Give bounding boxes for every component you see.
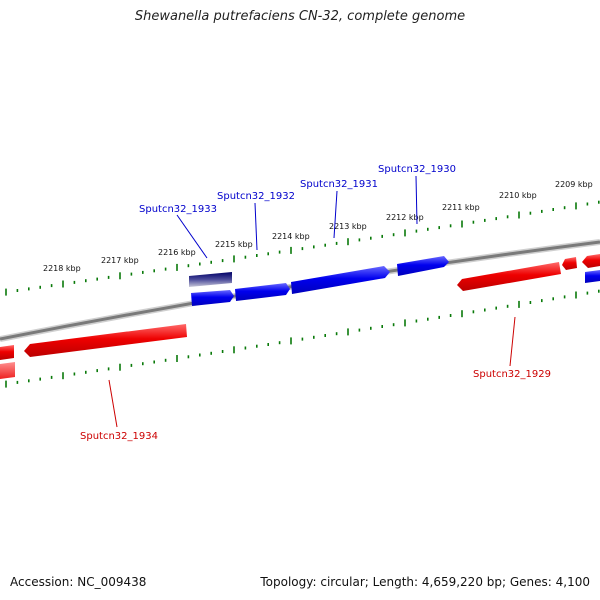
callout-line-1931 [333,190,338,239]
scale-label: 2217 kbp [101,256,139,265]
scale-label: 2210 kbp [499,191,537,200]
scale-label: 2216 kbp [158,248,196,257]
gene-arrow-sputcn32-1934[interactable] [24,324,187,357]
callout-line-1929 [509,316,516,367]
gene-labels: Sputcn32_1933 Sputcn32_1932 Sputcn32_193… [80,164,551,442]
scale-ticks-upper [5,200,600,296]
callout-line-1934 [108,379,118,428]
scale-labels: 2218 kbp 2217 kbp 2216 kbp 2215 kbp 2214… [43,180,593,273]
scale-label: 2214 kbp [272,232,310,241]
gene-label-forward[interactable]: Sputcn32_1930 [378,164,456,175]
gene-label-forward[interactable]: Sputcn32_1931 [300,179,378,190]
scale-label: 2211 kbp [442,203,480,212]
forward-strand-genes [189,256,600,306]
gene-arrow-sputcn32-1933[interactable] [189,272,232,287]
scale-label: 2218 kbp [43,264,81,273]
callout-line-1933 [176,214,208,259]
scale-ticks-lower [5,289,600,388]
gene-arrow-sputcn32-1932[interactable] [235,283,290,301]
scale-label: 2215 kbp [215,240,253,249]
gene-arrow-sputcn32-1929[interactable] [457,262,561,291]
gene-arrow-sputcn32-1931[interactable] [291,266,390,294]
gene-label-forward[interactable]: Sputcn32_1932 [217,191,295,202]
reverse-strand-genes [0,254,600,379]
callout-lines [108,175,516,428]
gene-arrow-sputcn32-1933-b[interactable] [191,290,234,306]
callout-line-1932 [254,202,258,251]
scale-label: 2209 kbp [555,180,593,189]
gene-arrow-edge-right[interactable] [585,270,600,283]
map-title: Shewanella putrefaciens CN-32, complete … [134,9,466,24]
scale-label: 2213 kbp [329,222,367,231]
gene-arrow-edge-pink-left[interactable] [0,362,15,379]
gene-arrow-small-red[interactable] [562,257,577,270]
gene-label-reverse[interactable]: Sputcn32_1929 [473,369,551,380]
gene-arrow-edge-red-left[interactable] [0,345,14,360]
accession-text: Accession: NC_009438 [10,575,147,589]
gene-label-reverse[interactable]: Sputcn32_1934 [80,431,158,442]
callout-line-1930 [415,175,418,225]
gene-arrow-edge-red-right[interactable] [582,254,600,268]
scale-label: 2212 kbp [386,213,424,222]
genome-summary: Topology: circular; Length: 4,659,220 bp… [260,575,590,589]
gene-arrow-sputcn32-1930[interactable] [397,256,449,276]
gene-label-forward[interactable]: Sputcn32_1933 [139,204,217,215]
